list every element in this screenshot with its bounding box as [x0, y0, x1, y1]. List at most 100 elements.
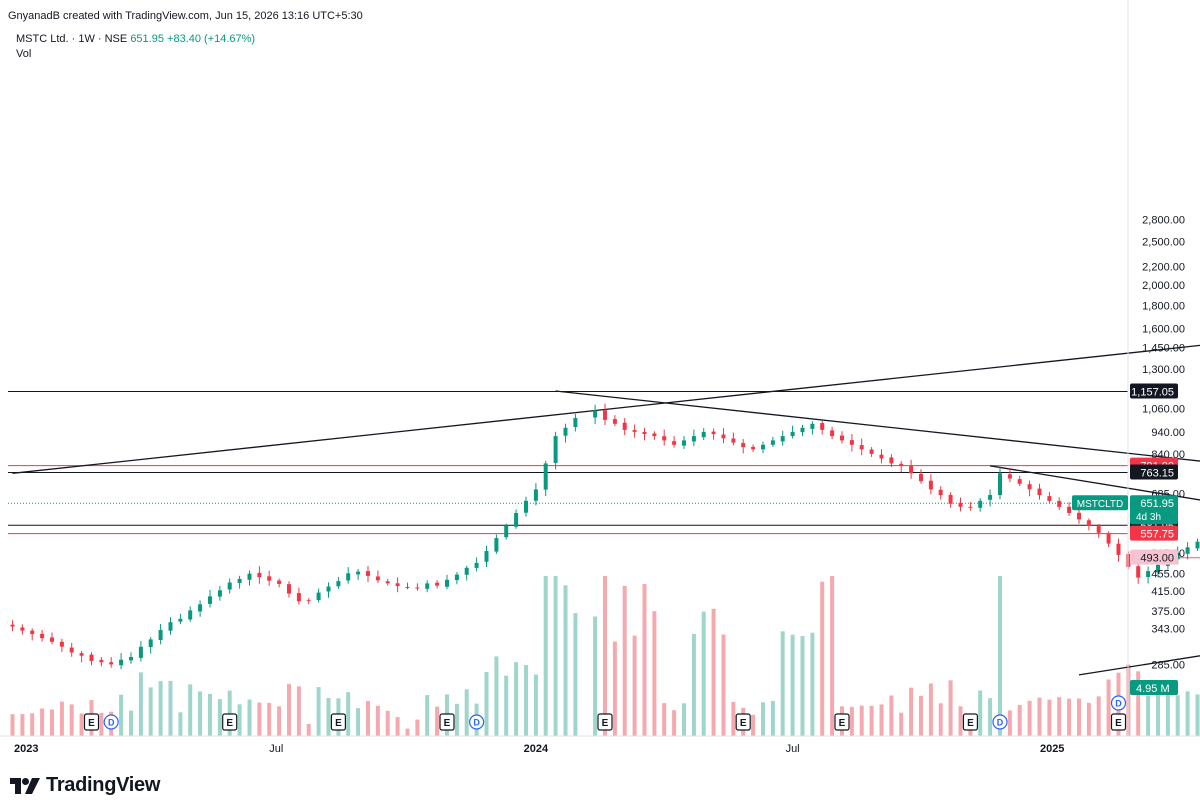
price-axis[interactable]: 285.00343.00375.00415.00455.00505.00685.…	[1127, 0, 1185, 736]
candle	[208, 589, 212, 608]
candle-body	[227, 582, 232, 590]
volume-bar	[563, 585, 568, 736]
candle	[849, 434, 854, 452]
trendline[interactable]	[555, 390, 1200, 551]
candle-body	[849, 440, 854, 445]
trendline[interactable]	[989, 465, 1200, 622]
volume-bar	[306, 723, 311, 736]
price-tick-label: 1,800.00	[1142, 300, 1185, 312]
volume-bar	[20, 714, 25, 736]
earnings-marker-label: E	[967, 718, 974, 729]
candle-body	[1086, 520, 1091, 526]
earnings-marker[interactable]: E	[834, 713, 850, 731]
candle	[612, 415, 617, 427]
candle-body	[20, 627, 25, 631]
volume-bar	[691, 634, 696, 736]
volume-bar	[227, 690, 232, 736]
candle-body	[701, 431, 706, 438]
candle-body	[622, 422, 627, 430]
volume-legend[interactable]: Vol	[16, 48, 32, 60]
candle-body	[869, 449, 874, 454]
candle	[770, 436, 775, 447]
volume-bar	[208, 693, 212, 736]
dividend-marker[interactable]: D	[469, 714, 485, 730]
candle	[346, 567, 351, 584]
candle	[840, 431, 844, 444]
candle	[356, 568, 361, 580]
earnings-marker-box	[83, 713, 100, 731]
last-price: 651.95	[130, 33, 164, 45]
earnings-marker-label: E	[602, 718, 609, 729]
volume-bar	[938, 703, 943, 736]
volume-bar	[1136, 671, 1141, 736]
candle-body	[761, 444, 765, 450]
earnings-marker[interactable]: E	[962, 713, 979, 731]
candle	[267, 570, 272, 586]
candle	[820, 420, 825, 435]
candle	[237, 575, 242, 589]
candle	[1007, 468, 1012, 483]
candle	[514, 509, 519, 529]
volume-bar	[79, 713, 84, 736]
dividend-marker-circle	[469, 714, 485, 730]
candle-body	[1185, 547, 1190, 554]
candle	[158, 623, 163, 645]
candle	[366, 566, 370, 583]
price-tick-label: 1,300.00	[1142, 364, 1185, 376]
earnings-marker[interactable]: E	[597, 713, 613, 731]
candle	[622, 418, 627, 436]
volume-bar	[1007, 710, 1012, 736]
candle	[109, 657, 114, 668]
symbol-legend[interactable]: MSTC Ltd. · 1W · NSE 651.95 +83.40 (+14.…	[16, 33, 255, 45]
candle	[662, 429, 667, 446]
trendline[interactable]	[12, 251, 1200, 474]
volume-bar	[40, 708, 45, 736]
candle-body	[1027, 484, 1032, 490]
candle	[1116, 538, 1121, 562]
candle	[603, 403, 607, 425]
candle-body	[10, 624, 15, 627]
candle	[780, 430, 785, 446]
candle	[454, 572, 459, 585]
candle-body	[593, 410, 598, 418]
candle	[642, 427, 647, 441]
volume-bar	[494, 656, 499, 736]
candle-body	[40, 633, 45, 639]
earnings-marker[interactable]: E	[330, 713, 346, 731]
price-tick-label: 285.00	[1151, 659, 1185, 671]
earnings-marker-box	[735, 713, 751, 731]
dividend-marker[interactable]: D	[103, 714, 119, 730]
candle-body	[889, 457, 894, 464]
volume-bar	[188, 684, 193, 736]
earnings-marker[interactable]: E	[735, 713, 751, 731]
candle	[227, 578, 232, 594]
candle	[928, 474, 933, 495]
candle-body	[1136, 566, 1141, 578]
bar-countdown: 4d 3h	[1136, 512, 1161, 523]
earnings-marker[interactable]: E	[83, 713, 100, 731]
candle-body	[1096, 526, 1101, 533]
candle-body	[109, 662, 114, 665]
dividend-marker[interactable]: D	[992, 714, 1008, 730]
price-tick-label: 2,500.00	[1142, 236, 1185, 248]
dividend-marker[interactable]: D	[1110, 695, 1127, 711]
candle-body	[978, 500, 983, 508]
volume-bar	[1057, 697, 1062, 736]
volume-bar	[1096, 696, 1101, 736]
price-tick-label: 1,060.00	[1142, 404, 1185, 416]
earnings-marker[interactable]: E	[439, 713, 455, 731]
candle-body	[909, 465, 914, 474]
candle-body	[1146, 571, 1151, 577]
tradingview-brand[interactable]: TradingView	[10, 774, 160, 797]
candle-body	[247, 573, 252, 580]
time-axis[interactable]: 2023Jul2024Jul2025Jul2026Jul2027Jul2028J…	[0, 735, 1200, 755]
earnings-marker[interactable]: E	[1110, 713, 1127, 731]
candle	[277, 578, 282, 588]
candle-body	[129, 657, 133, 661]
candle-body	[543, 463, 548, 490]
earnings-marker[interactable]: E	[222, 713, 238, 731]
volume-bar	[682, 703, 686, 736]
candle	[306, 598, 311, 605]
candle-body	[415, 587, 420, 589]
